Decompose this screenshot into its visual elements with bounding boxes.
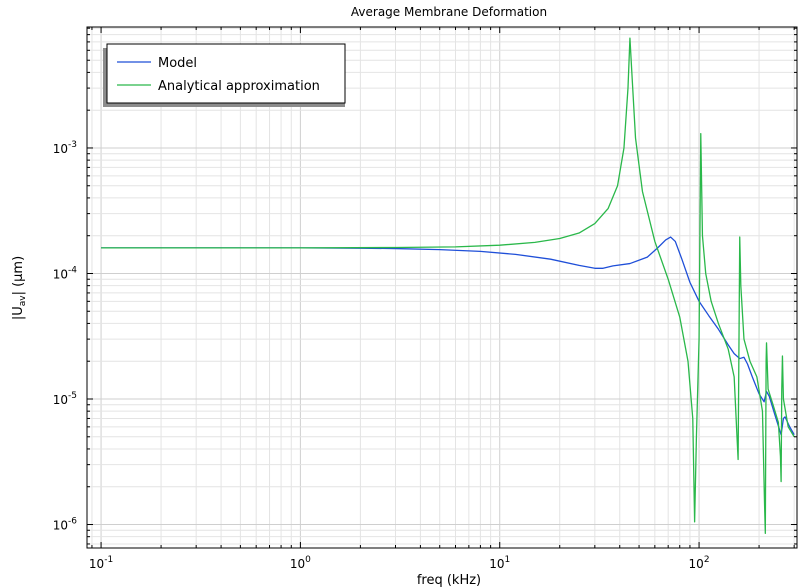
plot-background — [87, 27, 797, 548]
legend-model-label: Model — [158, 56, 197, 71]
x-tick-label: 101 — [489, 555, 510, 571]
tick-layer — [87, 27, 797, 548]
series-line-model — [101, 236, 795, 436]
plot-frame — [86, 26, 798, 549]
legend: Model Analytical approximation — [103, 43, 346, 107]
x-tick-label-base: 10 — [89, 557, 104, 571]
y-tick-label-base: 10 — [53, 519, 68, 533]
x-tick-label: 100 — [290, 555, 311, 571]
x-tick-labels: 10-1 100 101 102 — [89, 555, 710, 571]
x-tick-label-exponent: 0 — [305, 555, 311, 565]
y-tick-label-base: 10 — [53, 142, 68, 156]
y-axis-label-main: |U — [11, 306, 26, 320]
x-tick-label-exponent: 1 — [505, 555, 511, 565]
y-tick-label-base: 10 — [53, 267, 68, 281]
y-tick-label: 10-4 — [53, 265, 78, 281]
y-tick-label: 10-6 — [53, 517, 78, 533]
y-axis-label-unit: | (µm) — [11, 256, 26, 296]
y-tick-label-exponent: -3 — [68, 140, 77, 150]
x-tick-label-base: 10 — [489, 557, 504, 571]
x-tick-label-exponent: 2 — [704, 555, 710, 565]
y-tick-label: 10-3 — [53, 140, 77, 156]
y-tick-label-exponent: -6 — [68, 517, 77, 527]
legend-analytical-label: Analytical approximation — [158, 79, 320, 94]
y-tick-label-exponent: -4 — [68, 265, 77, 275]
x-tick-label: 102 — [689, 555, 710, 571]
y-axis-label-sub: av — [18, 295, 28, 307]
chart-title: Average Membrane Deformation — [351, 5, 547, 19]
y-tick-label-base: 10 — [53, 393, 68, 407]
x-tick-label-base: 10 — [689, 557, 704, 571]
y-tick-label: 10-5 — [53, 391, 77, 407]
legend-box — [106, 43, 346, 104]
x-axis-label: freq (kHz) — [417, 573, 481, 588]
series-line-analytical-approximation — [101, 37, 795, 535]
y-tick-labels: 10-610-510-410-3 — [53, 140, 78, 533]
x-tick-label: 10-1 — [89, 555, 113, 571]
y-axis-label: |Uav| (µm) — [11, 256, 28, 320]
x-tick-label-base: 10 — [290, 557, 305, 571]
y-tick-label-exponent: -5 — [68, 391, 77, 401]
x-tick-label-exponent: -1 — [104, 555, 113, 565]
grid-layer — [87, 27, 797, 548]
series-layer — [101, 37, 795, 535]
